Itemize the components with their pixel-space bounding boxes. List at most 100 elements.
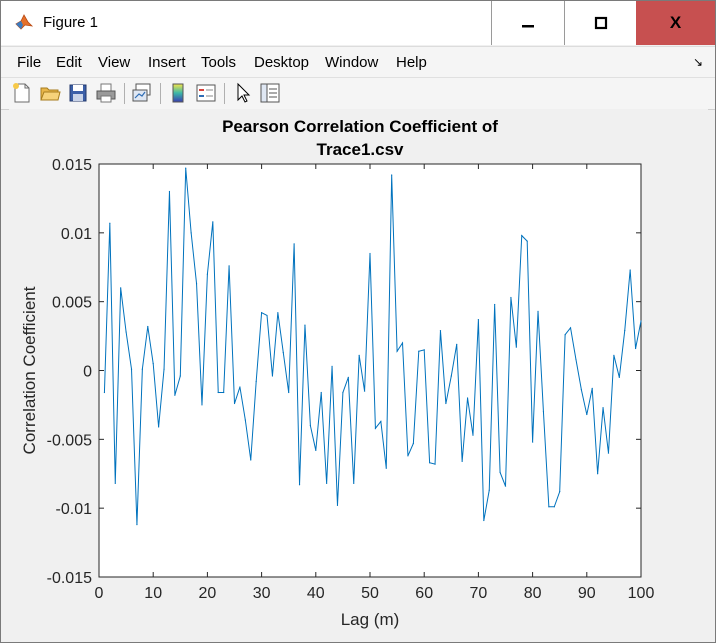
colorbar-icon[interactable] [167,82,189,104]
close-icon: X [669,13,682,32]
x-tick-label: 100 [628,585,655,602]
data-point [147,325,149,328]
data-point [564,334,566,336]
data-point [206,273,208,275]
data-point [331,365,333,367]
x-tick-label: 50 [361,585,379,602]
menu-view[interactable]: View [98,54,131,71]
x-tick-label: 0 [95,585,104,602]
x-axis-label: Lag (m) [341,610,400,629]
data-point [201,404,203,406]
print-icon[interactable] [95,82,117,104]
data-point [179,375,181,377]
chart-title-line-2: Trace1.csv [317,140,405,159]
toolbar-separator [224,83,225,104]
y-tick-label: -0.015 [47,570,92,587]
menu-insert[interactable]: Insert [148,54,186,71]
data-point [244,419,246,421]
open-file-icon[interactable] [39,82,61,104]
maximize-button[interactable] [564,1,636,45]
dock-figure-icon[interactable]: ↘ [692,55,703,69]
save-icon[interactable] [67,82,89,104]
y-tick-label: 0.015 [52,157,92,174]
property-inspector-icon[interactable] [259,82,281,104]
new-figure-icon[interactable] [11,82,33,104]
y-tick-label: 0.005 [52,295,92,312]
data-point [591,387,593,389]
title-bar[interactable]: Figure 1 X [1,1,715,45]
data-point [586,413,588,416]
data-point [504,485,507,487]
window-title: Figure 1 [43,14,99,31]
menu-desktop[interactable]: Desktop [254,54,310,71]
data-point [282,352,284,354]
link-plot-icon[interactable] [131,82,153,104]
data-point [450,375,452,377]
data-point [521,234,523,237]
menu-bar: File Edit View Insert Tools Desktop Wind… [1,46,715,77]
y-tick-label: 0 [83,364,92,381]
data-point [569,327,572,329]
data-point [559,491,561,493]
menu-tools[interactable]: Tools [201,54,237,71]
data-point [418,350,420,352]
data-point [152,363,154,365]
data-point [185,167,187,169]
data-point [250,459,252,461]
data-point [445,402,447,405]
data-point [499,471,501,473]
data-point [634,347,637,350]
data-point [212,221,214,223]
correlation-chart[interactable]: 0 10 20 30 40 50 60 70 80 90 100 -0.015 -0.01 -0.005 0… [9,109,708,634]
data-point [125,331,127,333]
correlation-series-line [103,168,642,525]
data-point [315,449,317,451]
minimize-button[interactable] [491,1,563,45]
data-point [277,312,279,314]
data-point [456,343,458,345]
data-point [163,368,165,370]
pointer-icon[interactable] [232,82,254,104]
data-point [261,312,263,314]
data-point [217,391,219,394]
data-point [526,240,528,242]
data-point [488,489,490,491]
close-button[interactable]: X [636,1,715,45]
menu-file[interactable]: File [17,54,42,71]
data-point [412,442,414,445]
data-point [537,310,539,312]
menu-help[interactable]: Help [396,54,427,71]
data-point [293,243,295,245]
data-point [120,287,122,289]
data-point [288,391,290,394]
data-point [429,462,431,464]
data-point [618,376,620,378]
figure-toolbar [1,77,715,110]
data-point [380,420,382,423]
data-point [494,303,496,306]
matlab-logo-icon [15,13,33,31]
data-point [298,484,301,486]
data-point [195,283,198,285]
data-point [109,222,111,224]
menu-edit[interactable]: Edit [56,54,82,71]
data-point [168,190,171,193]
minimize-icon [521,25,534,28]
chart-title-line-1: Pearson Correlation Coefficient of [222,117,498,136]
x-tick-label: 70 [470,585,488,602]
menu-window[interactable]: Window [325,54,379,71]
data-point [158,426,160,428]
data-point [347,376,349,378]
plot-area [98,163,642,578]
y-tick-label: -0.01 [56,501,93,518]
x-tick-label: 40 [307,585,325,602]
data-point [461,460,463,462]
data-point [304,324,306,326]
data-point [532,441,534,443]
data-point [510,296,512,299]
data-point [174,394,176,396]
legend-icon[interactable] [195,82,217,104]
data-point [575,358,577,361]
data-point [336,504,339,507]
data-point [477,318,479,321]
